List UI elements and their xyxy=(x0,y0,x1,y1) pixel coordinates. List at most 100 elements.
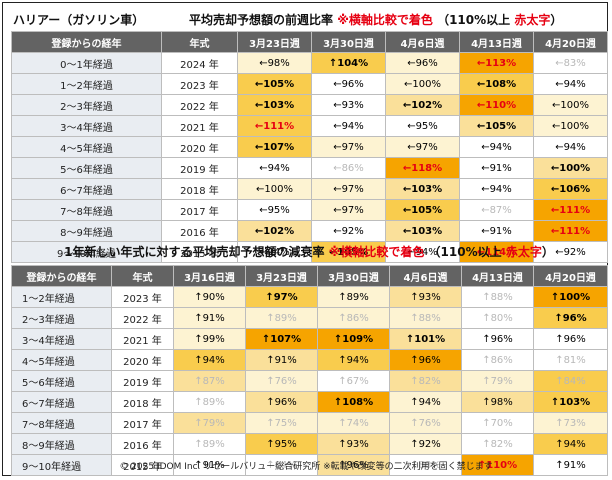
row-label: 2～3年経過 xyxy=(11,307,112,329)
ratio-cell: ←94% xyxy=(237,241,312,263)
ratio-cell: ↑101% xyxy=(389,328,462,350)
model-year: 2021 年 xyxy=(111,328,174,350)
ratio-cell: ↑91% xyxy=(245,349,318,371)
table1-header-week: 4月20日週 xyxy=(533,31,608,53)
ratio-cell: ←107% xyxy=(237,136,312,158)
ratio-cell: ←105% xyxy=(459,115,534,137)
ratio-cell: ↑89% xyxy=(173,391,246,413)
ratio-cell: ←100% xyxy=(533,115,608,137)
table2-header-week: 4月6日週 xyxy=(389,265,462,287)
table2-title-main: 1年新しい年式に対する平均売却予想額の減衰率 xyxy=(64,245,325,259)
row-label: 6～7年経過 xyxy=(11,391,112,413)
ratio-cell: ←103% xyxy=(385,178,460,200)
model-year: 2021 年 xyxy=(161,115,238,137)
ratio-cell: ←87% xyxy=(459,199,534,221)
table2-header-label: 登録からの経年 xyxy=(11,265,112,287)
ratio-cell: ↑93% xyxy=(317,433,390,455)
table2-title-note: ※横軸比較で着色 xyxy=(328,245,425,259)
model-year: 2022 年 xyxy=(111,307,174,329)
ratio-cell: ↑76% xyxy=(389,412,462,434)
ratio-cell: ←97% xyxy=(385,136,460,158)
table-row: 5～6年経過 2019 年 ←94% ←86% ←118% ←91% ←100% xyxy=(11,157,608,179)
row-label: 5～6年経過 xyxy=(11,370,112,392)
ratio-cell: ←94% xyxy=(237,157,312,179)
ratio-cell: ↑81% xyxy=(533,349,608,371)
table-row: 7～8年経過 2017 年 ←95% ←97% ←105% ←87% ←111% xyxy=(11,199,608,221)
ratio-cell: ↑73% xyxy=(533,412,608,434)
ratio-cell: ↑109% xyxy=(317,328,390,350)
ratio-cell: ↑97% xyxy=(245,286,318,308)
table2-header-year: 年式 xyxy=(111,265,174,287)
ratio-cell: ↑94% xyxy=(533,433,608,455)
ratio-cell: ↑75% xyxy=(245,412,318,434)
model-year: 2023 年 xyxy=(161,73,238,95)
ratio-cell: ↑86% xyxy=(317,307,390,329)
table-row: 2～3年経過 2022 年 ↑91% ↑89% ↑86% ↑88% ↑80% ↑96% xyxy=(11,307,608,329)
table1-header-week: 3月30日週 xyxy=(311,31,386,53)
ratio-cell: ←111% xyxy=(533,220,608,242)
report-frame: ハリアー（ガソリン車） 平均売却予想額の前週比率 ※横軸比較で着色 （110%以… xyxy=(2,2,608,476)
row-label: 1～2年経過 xyxy=(11,286,112,308)
table2-header-row: 登録からの経年 年式 3月16日週 3月23日週 3月30日週 4月6日週 4月… xyxy=(11,265,608,287)
table2-header-week: 4月13日週 xyxy=(461,265,534,287)
table-row: 1～2年経過 2023 年 ←105% ←96% ←100% ←108% ←94% xyxy=(11,73,608,95)
table1-header-year: 年式 xyxy=(161,31,238,53)
table2-header-week: 3月16日週 xyxy=(173,265,246,287)
table-row: 5～6年経過 2019 年 ↑87% ↑76% ↑67% ↑82% ↑79% ↑84% xyxy=(11,370,608,392)
table-row: 8～9年経過 2016 年 ←102% ←92% ←103% ←91% ←111% xyxy=(11,220,608,242)
model-year: 2018 年 xyxy=(161,178,238,200)
ratio-cell: ↑90% xyxy=(173,286,246,308)
ratio-cell: ↑67% xyxy=(317,370,390,392)
table-row: 1～2年経過 2023 年 ↑90% ↑97% ↑89% ↑93% ↑88% ↑100% xyxy=(11,286,608,308)
ratio-cell: ←113% xyxy=(459,52,534,74)
ratio-cell: ↑94% xyxy=(389,391,462,413)
ratio-cell: ↑79% xyxy=(461,370,534,392)
ratio-cell: ↑88% xyxy=(389,454,462,476)
model-year: 2015 年 xyxy=(161,241,238,263)
ratio-cell: ←98% xyxy=(237,52,312,74)
row-label: 3～4年経過 xyxy=(11,115,162,137)
row-label: 0～1年経過 xyxy=(11,52,162,74)
table-row: 9～10年経過 2015 年 ↑91% ↑84% ↑96% ↑88% ↑110% ↑91% xyxy=(11,454,608,476)
ratio-cell: ←94% xyxy=(459,136,534,158)
ratio-cell: ↑96% xyxy=(533,328,608,350)
ratio-cell: ←94% xyxy=(459,178,534,200)
model-year: 2018 年 xyxy=(111,391,174,413)
model-year: 2016 年 xyxy=(161,220,238,242)
ratio-cell: ↑95% xyxy=(245,433,318,455)
ratio-cell: ←118% xyxy=(385,157,460,179)
ratio-cell: ←111% xyxy=(237,115,312,137)
ratio-cell: ↑110% xyxy=(461,454,534,476)
ratio-cell: ↑103% xyxy=(533,391,608,413)
ratio-cell: ←92% xyxy=(311,220,386,242)
ratio-cell: ←86% xyxy=(311,157,386,179)
model-year: 2019 年 xyxy=(161,157,238,179)
ratio-cell: ↑107% xyxy=(245,328,318,350)
ratio-cell: ←111% xyxy=(533,199,608,221)
table2-title-bar: 1年新しい年式に対する平均売却予想額の減衰率 ※横軸比較で着色 （110%以上 … xyxy=(11,243,607,263)
ratio-cell: ↑91% xyxy=(173,307,246,329)
row-label: 9～10年経過 xyxy=(11,241,162,263)
model-year: 2022 年 xyxy=(161,94,238,116)
row-label: 6～7年経過 xyxy=(11,178,162,200)
ratio-cell: ↑87% xyxy=(173,370,246,392)
table1-header-week: 4月6日週 xyxy=(385,31,460,53)
ratio-cell: ←114% xyxy=(459,241,534,263)
ratio-cell: ↑96% xyxy=(389,349,462,371)
ratio-cell: ←100% xyxy=(533,94,608,116)
table-row: 0～1年経過 2024 年 ←98% ↑104% ←96% ←113% ←83% xyxy=(11,52,608,74)
ratio-cell: ←102% xyxy=(385,94,460,116)
ratio-cell: ↑82% xyxy=(461,433,534,455)
ratio-cell: ←102% xyxy=(237,220,312,242)
ratio-cell: ↑88% xyxy=(461,286,534,308)
table-row: 9～10年経過 2015 年 ←94% ←105% ←94% ←114% ←92% xyxy=(11,241,608,263)
ratio-cell: ←97% xyxy=(311,199,386,221)
row-label: 5～6年経過 xyxy=(11,157,162,179)
ratio-cell: ↑108% xyxy=(317,391,390,413)
table-row: 4～5年経過 2020 年 ↑94% ↑91% ↑94% ↑96% ↑86% ↑81% xyxy=(11,349,608,371)
table1-title-close: ） xyxy=(550,13,563,27)
ratio-cell: ↑84% xyxy=(245,454,318,476)
ratio-cell: ↑91% xyxy=(533,454,608,476)
table-row: 4～5年経過 2020 年 ←107% ←97% ←97% ←94% ←94% xyxy=(11,136,608,158)
table2-title-red: 赤太字 xyxy=(505,245,542,259)
